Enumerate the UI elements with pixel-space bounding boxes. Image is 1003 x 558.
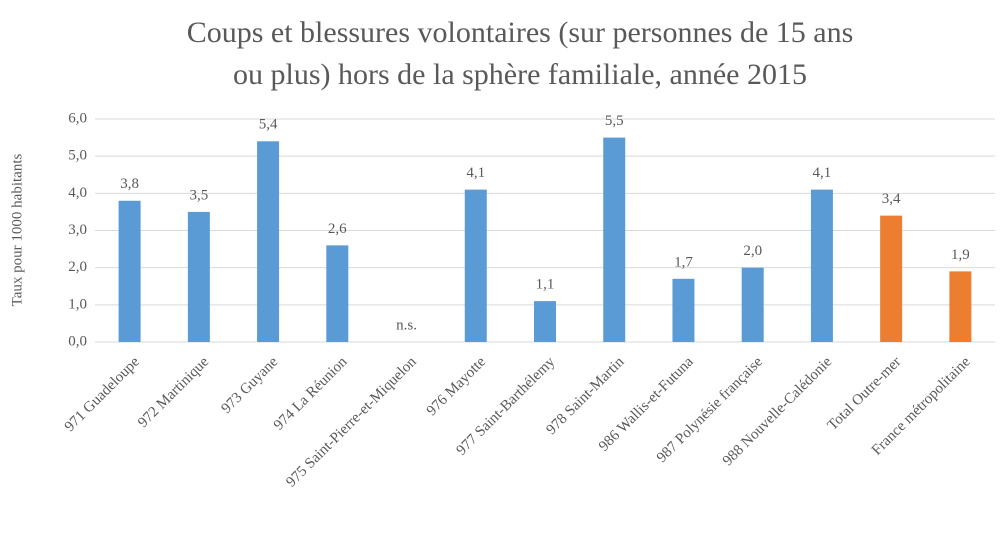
y-tick-label: 1,0	[68, 296, 87, 312]
y-tick-label: 2,0	[68, 259, 87, 275]
value-label: 3,8	[120, 176, 139, 192]
bar	[810, 189, 833, 342]
value-label: 1,1	[536, 277, 555, 293]
chart-title: Coups et blessures volontaires (sur pers…	[187, 16, 854, 49]
y-axis-label: Taux pour 1000 habitants	[9, 154, 25, 307]
y-tick-label: 0,0	[68, 333, 87, 349]
x-tick-label: 972 Martinique	[135, 354, 212, 431]
bar	[949, 271, 972, 342]
bar	[880, 215, 903, 342]
bar	[464, 189, 487, 342]
x-tick-label: 971 Guadeloupe	[62, 354, 143, 435]
value-label: 1,9	[951, 247, 970, 263]
value-label: 2,0	[743, 243, 762, 259]
bar	[118, 200, 141, 342]
x-tick-label: 974 La Réunion	[271, 354, 351, 434]
bar	[603, 137, 626, 342]
bar	[326, 245, 349, 342]
y-tick-label: 3,0	[68, 222, 87, 238]
bar	[534, 301, 556, 342]
value-label: 5,4	[259, 117, 278, 133]
value-label: 3,4	[882, 191, 901, 207]
y-tick-label: 5,0	[68, 148, 87, 164]
x-tick-label: 973 Guyane	[218, 354, 281, 417]
x-tick-label: 976 Mayotte	[424, 354, 489, 419]
value-label: 2,6	[328, 221, 347, 237]
x-tick-label: 975 Saint-Pierre-et-Miquelon	[283, 354, 420, 491]
bar	[741, 267, 764, 342]
value-label: n.s.	[396, 317, 417, 333]
value-label: 4,1	[813, 165, 832, 181]
x-tick-label: Total Outre-mer	[825, 354, 905, 434]
chart-title: ou plus) hors de la sphère familiale, an…	[233, 58, 807, 91]
value-label: 1,7	[674, 254, 693, 270]
value-label: 5,5	[605, 113, 624, 129]
bar	[672, 278, 695, 342]
y-tick-label: 4,0	[68, 185, 87, 201]
value-label: 4,1	[466, 165, 485, 181]
value-label: 3,5	[189, 187, 208, 203]
y-tick-label: 6,0	[68, 110, 87, 126]
bar	[187, 211, 210, 342]
bar	[257, 141, 280, 342]
